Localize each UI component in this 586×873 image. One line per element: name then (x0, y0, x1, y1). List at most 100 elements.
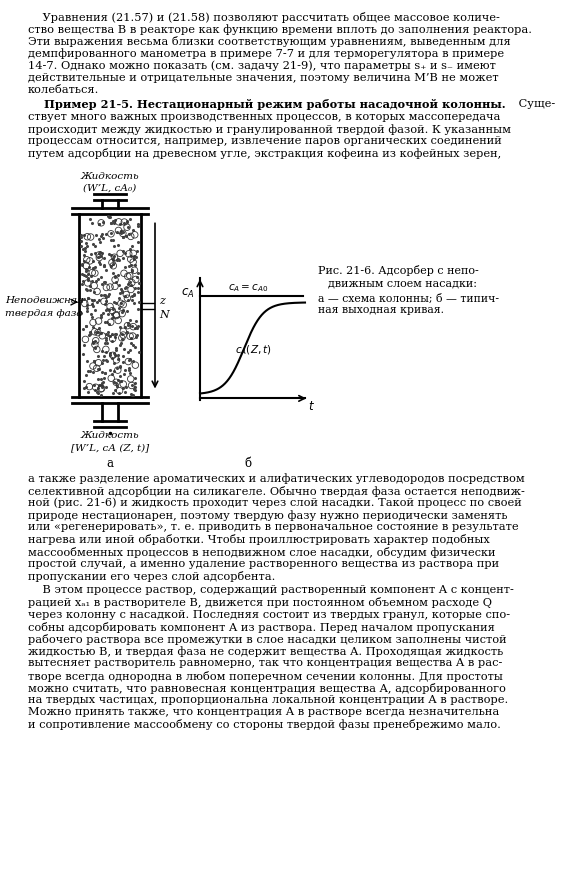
Point (81, 368, 91, 382)
Point (125, 343, 134, 357)
Point (80, 297, 90, 311)
Point (130, 320, 139, 334)
Point (127, 258, 136, 272)
Point (125, 353, 134, 367)
Point (77, 258, 87, 272)
Point (102, 336, 111, 350)
Text: можно считать, что равновесная концентрация вещества A, адсорбированного: можно считать, что равновесная концентра… (28, 683, 506, 694)
Point (96, 257, 105, 271)
Point (103, 210, 112, 223)
Point (77, 229, 86, 243)
Point (99, 251, 108, 265)
Point (107, 371, 116, 385)
Point (77, 292, 86, 306)
Point (80, 248, 89, 262)
Point (112, 353, 121, 367)
Point (121, 381, 131, 395)
Point (80, 241, 90, 255)
Text: Уравнения (21.57) и (21.58) позволяют рассчитать общее массовое количе-: Уравнения (21.57) и (21.58) позволяют ра… (28, 12, 500, 23)
Point (100, 275, 109, 289)
Point (127, 289, 137, 303)
Text: происходит между жидкостью и гранулированной твердой фазой. К указанным: происходит между жидкостью и гранулирова… (28, 124, 511, 134)
Point (87, 293, 97, 307)
Text: демпфированного манометра в примере 7-7 и для терморегулятора в примере: демпфированного манометра в примере 7-7 … (28, 49, 504, 59)
Point (131, 330, 141, 344)
Point (108, 348, 118, 362)
Point (129, 249, 138, 263)
Point (118, 377, 128, 391)
Point (124, 363, 134, 377)
Point (107, 233, 116, 247)
Point (133, 302, 142, 316)
Point (108, 311, 117, 325)
Text: $t$: $t$ (308, 401, 315, 414)
Point (111, 213, 120, 227)
Point (106, 226, 115, 240)
Point (79, 374, 88, 388)
Point (130, 281, 139, 295)
Point (134, 217, 143, 230)
Point (114, 223, 123, 237)
Point (108, 310, 118, 324)
Point (100, 298, 110, 312)
Point (82, 239, 91, 253)
Point (96, 308, 105, 322)
Point (79, 338, 88, 352)
Point (112, 361, 121, 375)
Point (118, 325, 128, 339)
Point (113, 379, 122, 393)
Point (130, 287, 139, 301)
Point (122, 287, 131, 301)
Point (107, 217, 116, 230)
Point (90, 354, 99, 368)
Text: вытесняет растворитель равномерно, так что концентрация вещества A в рас-: вытесняет растворитель равномерно, так ч… (28, 658, 502, 669)
Point (108, 327, 117, 340)
Point (90, 325, 100, 339)
Point (99, 371, 108, 385)
Point (101, 346, 110, 360)
Point (81, 380, 91, 394)
Point (115, 338, 124, 352)
Point (83, 263, 92, 277)
Point (97, 376, 107, 390)
Text: б: б (244, 457, 251, 471)
Point (101, 315, 110, 329)
Point (118, 348, 128, 362)
Point (108, 253, 118, 267)
Point (94, 217, 103, 230)
Point (108, 233, 117, 247)
Point (78, 347, 87, 361)
Point (104, 307, 113, 321)
Point (126, 372, 135, 386)
Point (111, 383, 120, 397)
Point (134, 266, 143, 280)
Point (94, 246, 104, 260)
Point (91, 274, 100, 288)
Point (114, 292, 124, 306)
Point (83, 364, 93, 378)
Point (87, 310, 96, 324)
Point (88, 261, 97, 275)
Point (81, 258, 91, 272)
Point (97, 216, 106, 230)
Point (128, 265, 137, 278)
Point (113, 252, 122, 266)
Point (125, 352, 135, 366)
Point (102, 280, 111, 294)
Text: $c_A = c_{A0}$: $c_A = c_{A0}$ (228, 283, 268, 294)
Point (86, 306, 96, 320)
Point (127, 283, 136, 297)
Point (105, 280, 115, 294)
Point (121, 229, 130, 243)
Point (128, 263, 137, 277)
Point (93, 326, 103, 340)
Point (130, 371, 139, 385)
Point (111, 275, 120, 289)
Text: [W’L, cА (Z, t)]: [W’L, cА (Z, t)] (71, 443, 149, 452)
Point (78, 277, 87, 291)
Point (81, 236, 90, 250)
Point (124, 316, 133, 330)
Point (118, 230, 128, 244)
Point (127, 276, 137, 290)
Point (88, 365, 98, 379)
